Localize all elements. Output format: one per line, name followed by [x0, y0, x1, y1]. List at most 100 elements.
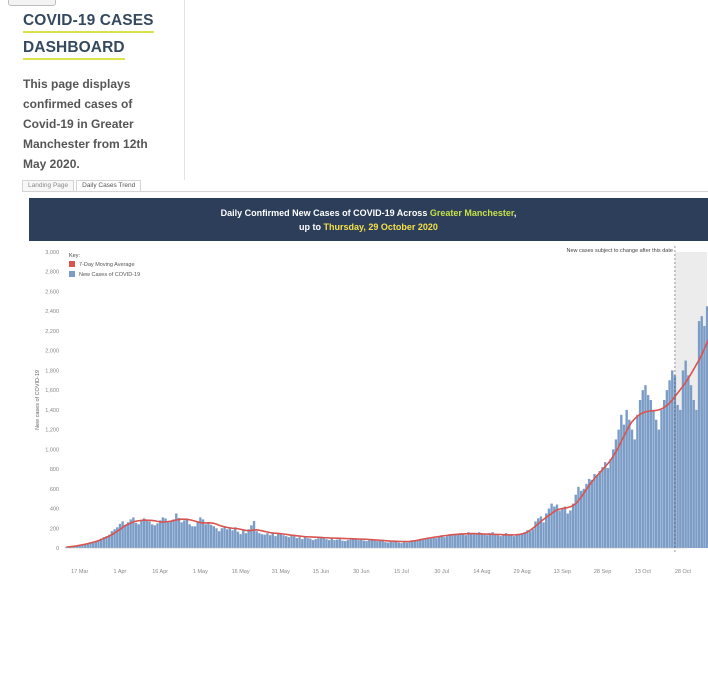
case-bar	[445, 536, 449, 548]
case-bar	[703, 326, 706, 548]
case-bar	[338, 539, 341, 548]
case-bar	[354, 539, 358, 548]
case-bar	[129, 519, 132, 548]
case-bar	[250, 525, 253, 548]
case-bar	[443, 537, 446, 548]
case-bar	[614, 439, 618, 548]
top-toolbar-button[interactable]	[8, 0, 56, 6]
tab-landing-page[interactable]: Landing Page	[22, 180, 75, 191]
case-bar	[545, 513, 548, 548]
case-bar	[322, 538, 325, 548]
case-bar	[266, 533, 269, 548]
case-bar	[488, 533, 492, 548]
case-bar	[263, 534, 266, 548]
case-bar	[325, 539, 328, 548]
case-bar	[105, 536, 108, 548]
case-bar	[196, 522, 199, 548]
x-tick-label: 30 Jul	[434, 569, 449, 575]
case-bar	[486, 535, 489, 548]
case-bar	[483, 534, 486, 548]
case-bar	[150, 524, 154, 548]
case-bar	[689, 385, 693, 548]
case-bar	[290, 535, 293, 548]
case-bar	[392, 542, 395, 548]
case-bar	[223, 527, 226, 548]
tab-daily-cases-trend[interactable]: Daily Cases Trend	[76, 180, 142, 191]
case-bar	[435, 538, 438, 548]
case-bar	[100, 538, 103, 548]
case-bar	[164, 518, 167, 548]
x-tick-label: 14 Aug	[473, 569, 490, 575]
case-bar	[585, 483, 588, 548]
case-bar	[461, 533, 465, 548]
case-bar	[475, 533, 478, 548]
y-tick-label: 1,600	[45, 388, 59, 394]
case-bar	[132, 517, 135, 548]
case-bar	[499, 536, 502, 548]
case-bar	[220, 528, 224, 548]
case-bar	[464, 535, 468, 548]
case-bar	[73, 546, 76, 548]
case-bar	[180, 522, 183, 548]
case-bar	[140, 520, 143, 548]
case-bar	[547, 508, 551, 548]
case-bar	[512, 536, 516, 548]
case-bar	[695, 409, 698, 548]
case-bar	[327, 540, 331, 548]
case-bar	[381, 539, 384, 548]
header-line1: Daily Confirmed New Cases of COVID-19 Ac…	[29, 208, 708, 218]
dashboard-title-line1: COVID-19 CASES	[23, 12, 154, 33]
case-bar	[148, 521, 151, 548]
case-bar	[561, 508, 564, 548]
case-bar	[692, 400, 695, 548]
case-bar	[590, 479, 594, 548]
case-bar	[684, 360, 687, 548]
case-bar	[550, 503, 553, 548]
case-bar	[343, 541, 347, 548]
x-tick-label: 29 Aug	[514, 569, 531, 575]
dashboard-title-line2: DASHBOARD	[23, 39, 125, 60]
case-bar	[276, 533, 280, 548]
case-bar	[448, 534, 451, 548]
y-tick-label: 1,000	[45, 447, 59, 453]
case-bar	[145, 519, 148, 548]
header-region: Greater Manchester	[429, 208, 514, 218]
case-bar	[352, 538, 355, 548]
case-bar	[644, 385, 647, 548]
case-bar	[282, 535, 285, 548]
case-bar	[469, 533, 473, 548]
case-bar	[175, 513, 178, 548]
case-bar	[311, 540, 315, 548]
case-bar	[244, 533, 248, 548]
case-bar	[646, 395, 650, 548]
legend-title: Key:	[69, 253, 80, 259]
case-bar	[526, 530, 529, 548]
case-bar	[65, 547, 68, 548]
y-tick-label: 0	[56, 546, 59, 552]
case-bar	[373, 540, 376, 548]
case-bar	[636, 414, 639, 548]
case-bar	[518, 534, 521, 548]
x-tick-label: 15 Jul	[394, 569, 409, 575]
case-bar	[432, 537, 435, 548]
case-bar	[638, 400, 642, 548]
case-bar	[284, 536, 288, 548]
case-bar	[523, 532, 526, 548]
case-bar	[295, 538, 299, 548]
case-bar	[126, 522, 130, 548]
case-bar	[504, 533, 508, 548]
case-bar	[314, 539, 317, 548]
case-bar	[606, 468, 610, 548]
case-bar	[110, 531, 114, 548]
tab-bar: Landing Page Daily Cases Trend	[22, 180, 143, 191]
case-bar	[555, 504, 559, 548]
case-bar	[668, 380, 671, 548]
case-bar	[153, 525, 157, 548]
case-bar	[341, 540, 344, 548]
case-bar	[193, 526, 197, 548]
legend-swatch	[69, 271, 75, 277]
case-bar	[158, 520, 162, 548]
x-tick-label: 31 May	[272, 569, 290, 575]
case-bar	[368, 540, 371, 548]
case-bar	[258, 533, 261, 548]
